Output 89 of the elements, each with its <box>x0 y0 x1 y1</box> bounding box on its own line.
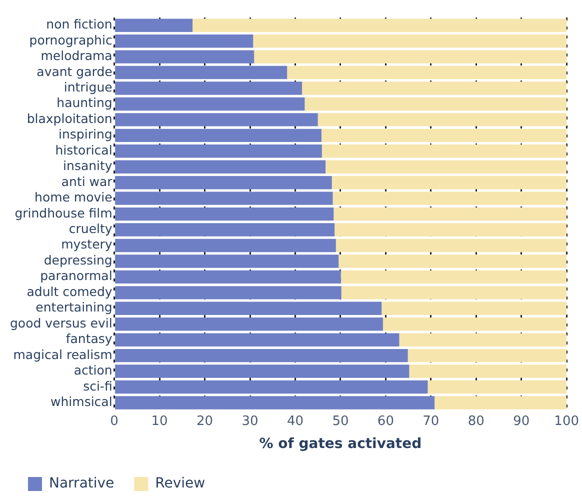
bar <box>340 270 567 284</box>
y-tick-label: inspiring <box>58 126 112 142</box>
bar <box>115 318 383 331</box>
legend-label: Review <box>155 476 206 492</box>
x-tick-label: 90 <box>513 414 530 429</box>
y-tick-label: cruelty <box>68 221 113 236</box>
bar <box>287 66 567 80</box>
x-tick-label: 100 <box>554 414 580 429</box>
bar <box>192 18 567 32</box>
y-tick-label: grindhouse film <box>14 205 112 220</box>
x-tick-label: 80 <box>468 414 484 429</box>
y-tick-label: sci-fi <box>83 378 112 394</box>
bar <box>115 364 410 378</box>
x-tick-label: 10 <box>151 414 168 429</box>
x-tick-label: 60 <box>377 414 394 429</box>
bar <box>334 207 567 221</box>
y-tick-label: whimsical <box>50 394 112 409</box>
y-tick-label: anti war <box>61 174 114 189</box>
bar <box>382 302 567 315</box>
y-tick-label: paranormal <box>40 268 112 284</box>
bar <box>115 97 305 111</box>
x-tick-label: 40 <box>286 414 304 429</box>
x-tick-label: 0 <box>110 414 118 429</box>
bar <box>115 238 336 252</box>
bar <box>115 160 326 174</box>
bar <box>115 380 428 394</box>
bar <box>115 223 335 236</box>
y-tick-label: avant garde <box>36 64 113 79</box>
y-tick-label: haunting <box>56 95 112 110</box>
bar <box>115 286 342 300</box>
bar <box>253 34 567 48</box>
bar <box>321 128 567 142</box>
y-tick-label: melodrama <box>40 48 112 64</box>
y-tick-label: good versus evil <box>10 315 112 330</box>
bar <box>115 18 193 32</box>
y-tick-label: intrigue <box>64 80 113 95</box>
bar <box>334 223 567 236</box>
y-tick-label: action <box>74 362 112 378</box>
bar <box>399 333 567 346</box>
y-tick-label: insanity <box>63 158 113 174</box>
bar <box>322 144 567 158</box>
bar <box>338 254 567 268</box>
bar <box>336 238 567 252</box>
bar <box>115 192 333 205</box>
bar <box>115 34 254 48</box>
y-tick-label: depressing <box>44 252 112 268</box>
y-tick-label: fantasy <box>66 331 113 346</box>
x-tick-label: 20 <box>196 414 214 429</box>
bar <box>409 364 567 378</box>
bar <box>115 302 382 315</box>
y-tick-label: entertaining <box>36 300 112 315</box>
bar <box>434 396 567 410</box>
y-tick-label: non fiction <box>46 16 112 32</box>
y-tick-label: blaxploitation <box>26 110 112 126</box>
bar <box>115 66 288 80</box>
bar <box>408 348 567 362</box>
bar <box>115 333 400 346</box>
bar <box>115 176 332 190</box>
bar <box>115 348 408 362</box>
bar <box>302 82 567 95</box>
legend-label: Narrative <box>49 476 114 492</box>
y-tick-label: magical realism <box>13 346 112 362</box>
x-tick-label: 30 <box>242 414 258 429</box>
y-tick-label: pornographic <box>29 32 112 48</box>
bar <box>115 254 339 268</box>
x-tick-label: 50 <box>332 414 349 429</box>
x-axis-title: % of gates activated <box>259 436 422 452</box>
x-tick-label: 70 <box>422 414 440 429</box>
y-tick-label: mystery <box>61 236 113 252</box>
bar <box>115 396 435 410</box>
bar <box>326 160 567 174</box>
bar <box>428 380 567 394</box>
bar <box>115 82 302 95</box>
bar <box>332 192 567 205</box>
bar <box>341 286 567 300</box>
y-tick-label: home movie <box>34 190 113 205</box>
bar <box>318 113 567 126</box>
bar <box>382 318 567 331</box>
bar <box>115 207 334 221</box>
bar <box>115 144 322 158</box>
bar <box>332 176 567 190</box>
bar <box>115 128 322 142</box>
bar <box>115 270 341 284</box>
bar <box>254 50 567 64</box>
bar <box>115 50 254 64</box>
y-tick-label: adult comedy <box>26 284 113 299</box>
bar <box>304 97 567 111</box>
bar <box>115 113 318 126</box>
y-tick-label: historical <box>55 142 112 158</box>
